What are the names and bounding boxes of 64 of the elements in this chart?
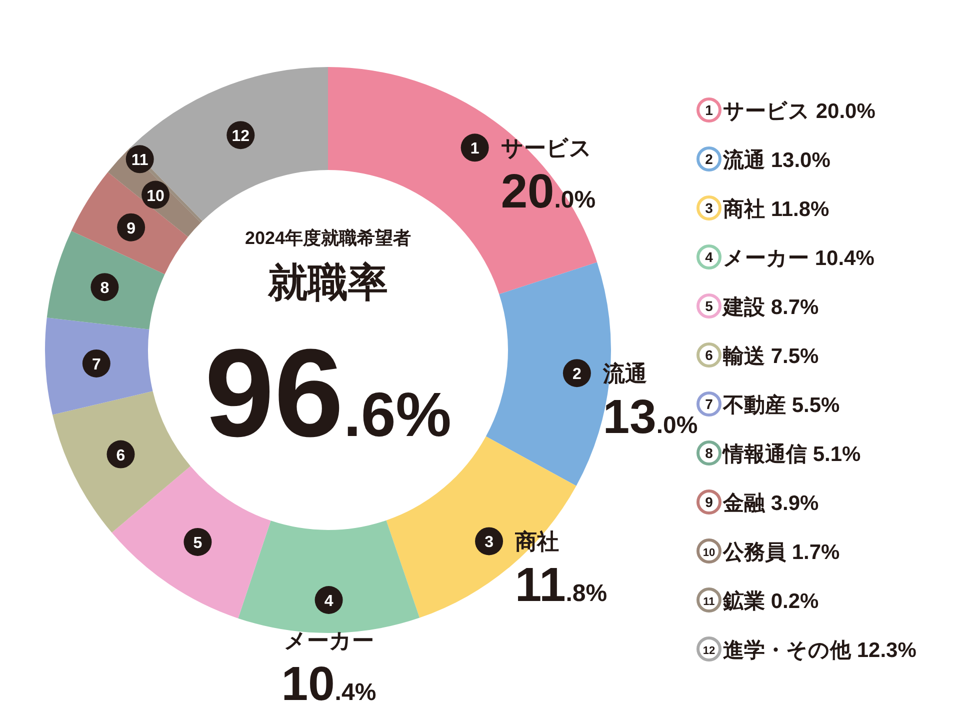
- legend-label: 鉱業: [723, 590, 765, 613]
- number-badge: 8: [696, 440, 722, 466]
- number-badge: 10: [696, 538, 722, 564]
- legend-label: 公務員: [723, 541, 786, 564]
- legend-label: メーカー: [723, 247, 809, 270]
- number-badge: 7: [696, 392, 722, 416]
- data-label: 11.8%: [515, 559, 608, 612]
- legend-label: 不動産: [723, 394, 786, 417]
- number-badge: 12: [696, 636, 722, 662]
- number-badge: 12: [226, 121, 255, 150]
- legend-label: 金融: [723, 492, 765, 515]
- number-badge: 6: [106, 440, 135, 468]
- number-badge: 10: [142, 180, 170, 209]
- donut-slice: [45, 318, 153, 415]
- text: 2024年度就職希望者: [244, 228, 412, 248]
- number-badge: 9: [117, 213, 146, 242]
- slice-label: サービス: [500, 136, 592, 161]
- text: 20.0%: [816, 100, 876, 123]
- number-badge: 5: [696, 294, 722, 318]
- number-badge: 4: [696, 244, 722, 270]
- donut-slice: [238, 520, 420, 633]
- donut-slice: [112, 466, 271, 618]
- data-label: 12.3%: [856, 639, 916, 662]
- text: 10.4%: [814, 247, 874, 270]
- legend-label: 情報通信: [723, 443, 807, 466]
- text: 96.6%: [204, 324, 452, 463]
- number-badge: 3: [696, 196, 722, 220]
- data-label: 13.0%: [602, 391, 698, 444]
- donut-slice: [130, 67, 328, 222]
- number-badge: 1: [696, 98, 722, 122]
- number-badge: 5: [184, 528, 212, 556]
- number-badge: 1: [460, 134, 489, 162]
- data-label: 0.2%: [770, 590, 819, 613]
- donut-slice: [71, 172, 188, 274]
- data-label: 5.1%: [812, 443, 861, 466]
- legend-label: 流通: [723, 149, 765, 172]
- slice-label: 商社: [514, 529, 560, 554]
- number-badge: 7: [82, 349, 110, 378]
- legend-label: サービス: [723, 100, 810, 123]
- data-label: 3.9%: [770, 492, 819, 515]
- number-badge: 6: [696, 342, 722, 368]
- data-label: 1.7%: [792, 541, 840, 564]
- slice-label: メーカー: [284, 628, 374, 653]
- donut-slice: [52, 391, 190, 533]
- number-badge: 11: [696, 588, 722, 612]
- data-label: 7.5%: [770, 345, 819, 368]
- text: 11.8%: [770, 198, 830, 221]
- number-badge: 2: [696, 146, 722, 172]
- data-label: 8.7%: [770, 296, 819, 319]
- number-badge: 11: [126, 145, 154, 174]
- data-label: 5.5%: [792, 394, 840, 417]
- data-label: 10.4%: [281, 658, 376, 711]
- legend-label: 輸送: [723, 345, 765, 368]
- data-label: 20.0%: [500, 166, 596, 219]
- number-badge: 3: [475, 527, 504, 556]
- number-badge: 2: [562, 359, 591, 388]
- text: 13.0%: [770, 149, 830, 172]
- text: 就職率: [267, 261, 388, 305]
- number-badge: 4: [314, 586, 343, 614]
- legend-label: 商社: [723, 198, 765, 221]
- number-badge: 9: [696, 490, 722, 514]
- legend-label: 進学・その他: [723, 639, 851, 662]
- legend-label: 建設: [723, 296, 765, 319]
- number-badge: 8: [90, 273, 119, 302]
